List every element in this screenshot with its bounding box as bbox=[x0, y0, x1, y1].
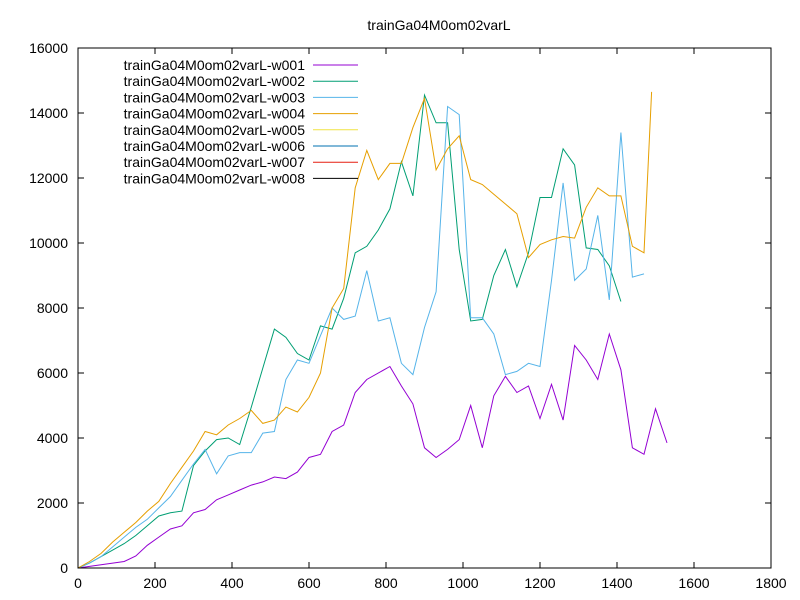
y-tick-label: 6000 bbox=[37, 365, 68, 381]
x-tick-label: 1000 bbox=[447, 575, 478, 591]
y-tick-label: 16000 bbox=[29, 40, 68, 56]
legend-label: trainGa04M0om02varL-w003 bbox=[124, 89, 306, 105]
y-tick-label: 14000 bbox=[29, 105, 68, 121]
x-tick-label: 1600 bbox=[678, 575, 709, 591]
legend-entry-6: trainGa04M0om02varL-w006 bbox=[124, 138, 358, 154]
x-tick-label: 1200 bbox=[524, 575, 555, 591]
legend-label: trainGa04M0om02varL-w006 bbox=[124, 138, 306, 154]
legend-label: trainGa04M0om02varL-w001 bbox=[124, 57, 306, 73]
legend-entry-8: trainGa04M0om02varL-w008 bbox=[124, 170, 358, 186]
legend-label: trainGa04M0om02varL-w004 bbox=[124, 106, 306, 122]
chart-title: trainGa04M0om02varL bbox=[367, 17, 510, 33]
legend-entry-7: trainGa04M0om02varL-w007 bbox=[124, 154, 358, 170]
legend-entry-5: trainGa04M0om02varL-w005 bbox=[124, 122, 358, 138]
x-tick-label: 0 bbox=[74, 575, 82, 591]
legend-entry-1: trainGa04M0om02varL-w001 bbox=[124, 57, 358, 73]
legend-entry-2: trainGa04M0om02varL-w002 bbox=[124, 73, 358, 89]
y-tick-label: 2000 bbox=[37, 495, 68, 511]
x-tick-label: 200 bbox=[143, 575, 167, 591]
y-tick-label: 10000 bbox=[29, 235, 68, 251]
y-tick-label: 4000 bbox=[37, 430, 68, 446]
y-tick-label: 12000 bbox=[29, 170, 68, 186]
y-tick-label: 0 bbox=[60, 560, 68, 576]
x-tick-label: 800 bbox=[374, 575, 398, 591]
legend: trainGa04M0om02varL-w001trainGa04M0om02v… bbox=[124, 57, 358, 186]
legend-label: trainGa04M0om02varL-w005 bbox=[124, 122, 306, 138]
series-line-2 bbox=[77, 93, 622, 569]
series-line-3 bbox=[77, 105, 645, 569]
legend-label: trainGa04M0om02varL-w008 bbox=[124, 170, 306, 186]
x-tick-label: 400 bbox=[220, 575, 244, 591]
legend-entry-4: trainGa04M0om02varL-w004 bbox=[124, 106, 358, 122]
x-tick-label: 600 bbox=[297, 575, 321, 591]
y-tick-label: 8000 bbox=[37, 300, 68, 316]
legend-label: trainGa04M0om02varL-w007 bbox=[124, 154, 306, 170]
plot-frame bbox=[77, 47, 772, 569]
series-line-1 bbox=[77, 332, 668, 569]
x-tick-label: 1800 bbox=[755, 575, 786, 591]
legend-entry-3: trainGa04M0om02varL-w003 bbox=[124, 89, 358, 105]
series-line-4 bbox=[77, 91, 653, 569]
x-tick-label: 1400 bbox=[601, 575, 632, 591]
legend-label: trainGa04M0om02varL-w002 bbox=[124, 73, 306, 89]
